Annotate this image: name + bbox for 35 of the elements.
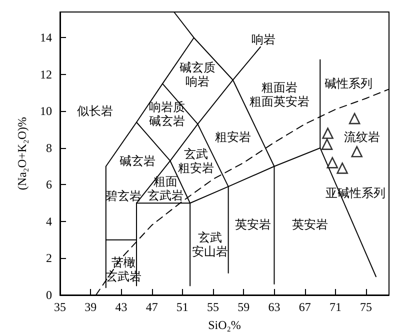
y-tick-label: 12 — [40, 67, 52, 82]
annotation: 粗面岩粗面英安岩 — [250, 80, 310, 109]
x-tick-label: 67 — [298, 300, 311, 314]
x-tick-label: 43 — [115, 300, 128, 314]
y-tick-label: 6 — [46, 178, 52, 192]
y-tick-label: 10 — [40, 104, 52, 118]
x-tick-label: 35 — [54, 300, 66, 314]
annotation: 英安岩 — [234, 217, 271, 232]
annotation: 英安岩 — [292, 217, 328, 232]
annotation: 碱玄岩 — [119, 154, 156, 168]
annotation: 玄武粗安岩 — [178, 146, 214, 175]
annotation: 粗面玄武岩 — [148, 174, 184, 202]
x-tick-label: 39 — [84, 300, 97, 314]
y-tick-label: 0 — [46, 288, 52, 302]
y-tick-label: 14 — [40, 30, 52, 45]
annotation: 碱玄质响岩 — [180, 60, 216, 88]
y-tick-label: 2 — [46, 251, 52, 266]
x-tick-label: 55 — [207, 300, 220, 314]
x-axis-title: SiO₂% — [208, 318, 241, 332]
annotation: 碱性系列 — [324, 76, 372, 91]
annotation: 玄武安山岩 — [192, 230, 228, 258]
annotation: 响岩 — [252, 32, 276, 47]
x-tick-label: 47 — [146, 300, 158, 314]
annotation: 似长岩 — [77, 104, 114, 118]
y-tick-label: 4 — [46, 214, 52, 228]
y-tick-label: 8 — [46, 140, 52, 155]
annotation: 流纹岩 — [344, 130, 380, 144]
annotation: 响岩质碱玄岩 — [149, 100, 186, 128]
x-tick-label: 75 — [360, 300, 372, 314]
x-tick-label: 59 — [238, 300, 250, 314]
y-axis-title: (Na₂O+K₂O)% — [15, 116, 29, 190]
annotation: 粗安岩 — [214, 130, 251, 144]
x-tick-label: 63 — [268, 300, 280, 314]
x-tick-label: 71 — [329, 300, 342, 314]
x-tick-label: 51 — [176, 300, 188, 314]
